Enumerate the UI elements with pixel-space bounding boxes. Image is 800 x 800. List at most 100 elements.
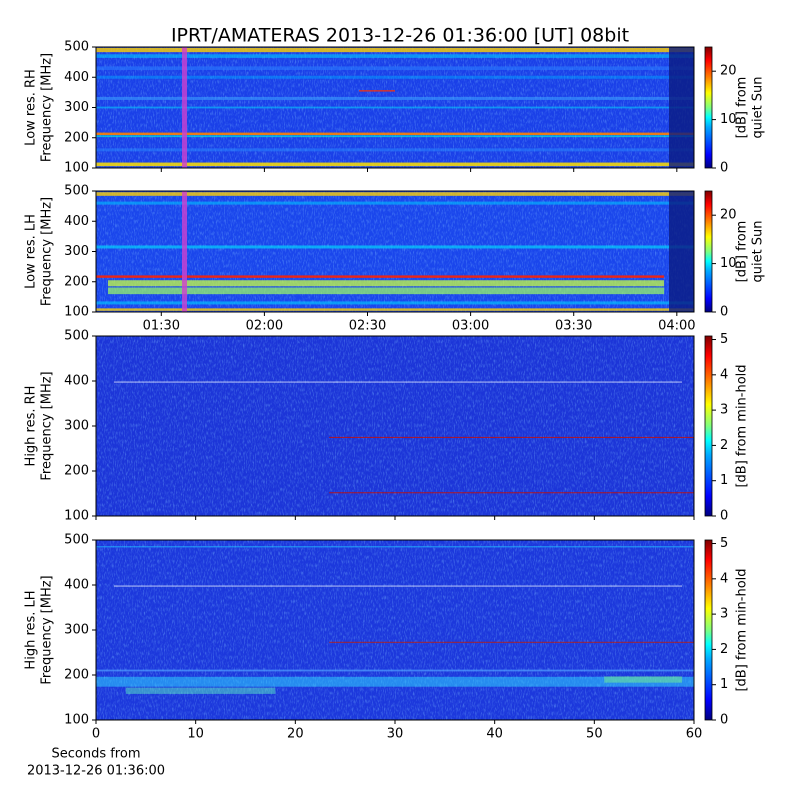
y-tick-label: 400	[64, 214, 89, 229]
interference-line	[182, 191, 187, 312]
colorbar-tick-label: 3	[720, 403, 728, 418]
x-tick-label: 40	[486, 727, 503, 742]
spectrogram-band	[604, 676, 683, 683]
gap-region	[669, 47, 694, 168]
spectrogram-band	[329, 436, 694, 438]
spectrogram-band	[329, 641, 694, 643]
x-tick-label: 03:30	[555, 319, 592, 334]
spectrogram-band	[96, 676, 694, 687]
y-tick-label: 400	[64, 70, 89, 85]
y-tick-label: 100	[64, 161, 89, 176]
spectrogram-band	[96, 106, 694, 109]
spectrogram-band	[96, 96, 694, 100]
y-tick-label: 300	[64, 100, 89, 115]
x-tick-label: 50	[586, 727, 603, 742]
x-axis-label: Seconds from	[51, 747, 140, 762]
y-tick-label: 400	[64, 374, 89, 389]
y-axis-label: Frequency [MHz]	[40, 197, 55, 306]
x-tick-label: 02:30	[349, 319, 386, 334]
y-tick-label: 500	[64, 329, 89, 344]
y-axis-label: High res. RH	[24, 386, 39, 467]
colorbar	[704, 335, 713, 517]
y-tick-label: 200	[64, 668, 89, 683]
colorbar-tick-label: 0	[720, 509, 728, 524]
y-tick-label: 200	[64, 464, 89, 479]
spectrogram-band	[125, 687, 276, 694]
spectrogram-band	[96, 66, 694, 70]
colorbar-tick-label: 5	[720, 536, 728, 551]
y-tick-label: 400	[64, 578, 89, 593]
spectrogram-band	[96, 201, 694, 205]
y-tick-label: 100	[64, 713, 89, 728]
spectrogram-noise	[96, 540, 694, 720]
y-tick-label: 500	[64, 40, 89, 55]
x-tick-label: 01:30	[143, 319, 180, 334]
y-axis-label: Frequency [MHz]	[40, 371, 55, 480]
y-axis-label: Low res. RH	[24, 69, 39, 146]
spectrogram-band	[96, 546, 694, 548]
y-tick-label: 500	[64, 184, 89, 199]
spectrogram-band	[96, 192, 694, 196]
colorbar-label: quiet Sun	[751, 220, 766, 282]
y-tick-label: 200	[64, 274, 89, 289]
spectrogram-band	[96, 148, 694, 152]
colorbar-tick-label: 4	[720, 571, 728, 586]
colorbar-label: [dB] from min-hold	[735, 568, 750, 691]
y-axis-label: Frequency [MHz]	[40, 575, 55, 684]
x-tick-label: 20	[287, 727, 304, 742]
y-tick-label: 200	[64, 130, 89, 145]
x-tick-label: 04:00	[658, 319, 695, 334]
spectrogram-band	[96, 301, 694, 305]
spectrogram-band	[96, 308, 694, 311]
y-tick-label: 300	[64, 419, 89, 434]
colorbar-label: [dB] from	[735, 77, 750, 139]
colorbar-tick-label: 20	[720, 208, 737, 223]
spectrogram-band	[107, 287, 665, 295]
x-tick-label: 10	[187, 727, 204, 742]
y-tick-label: 100	[64, 509, 89, 524]
colorbar-tick-label: 1	[720, 677, 728, 692]
x-tick-label: 30	[387, 727, 404, 742]
colorbar-tick-label: 10	[720, 256, 737, 271]
spectrogram-band	[113, 381, 683, 383]
colorbar-tick-label: 1	[720, 473, 728, 488]
y-axis-label: High res. LH	[24, 590, 39, 669]
spectrogram-band	[96, 162, 694, 167]
x-tick-label: 02:00	[246, 319, 283, 334]
colorbar-tick-label: 0	[720, 305, 728, 320]
y-tick-label: 100	[64, 305, 89, 320]
spectrogram-band	[96, 275, 665, 278]
spectrogram-noise	[96, 336, 694, 516]
x-tick-label: 03:00	[452, 319, 489, 334]
colorbar-tick-label: 3	[720, 607, 728, 622]
spectrogram-band	[96, 75, 694, 79]
colorbar-tick-label: 0	[720, 713, 728, 728]
colorbar-tick-label: 4	[720, 367, 728, 382]
spectrogram-band	[107, 280, 665, 287]
colorbar-tick-label: 2	[720, 642, 728, 657]
colorbar	[704, 190, 713, 313]
colorbar-tick-label: 20	[720, 64, 737, 79]
colorbar-label: [dB] from min-hold	[735, 364, 750, 487]
y-tick-label: 300	[64, 244, 89, 259]
spectrogram-band	[96, 132, 694, 136]
colorbar-tick-label: 0	[720, 161, 728, 176]
spectrogram-band	[96, 54, 694, 58]
spectrogram-band	[113, 585, 683, 587]
gap-region	[669, 191, 694, 312]
panel: 100 200 300 400 500 High res. RH Frequency [MH…	[24, 329, 750, 524]
figure-title: IPRT/AMATERAS 2013-12-26 01:36:00 [UT] 0…	[171, 25, 629, 47]
colorbar-label: quiet Sun	[751, 76, 766, 138]
x-tick-label: 60	[686, 727, 703, 742]
colorbar	[704, 46, 713, 169]
y-tick-label: 300	[64, 623, 89, 638]
spectrogram-band	[96, 669, 694, 672]
interference-line	[182, 47, 187, 168]
spectrogram-band	[359, 90, 395, 92]
x-tick-label: 0	[92, 727, 100, 742]
